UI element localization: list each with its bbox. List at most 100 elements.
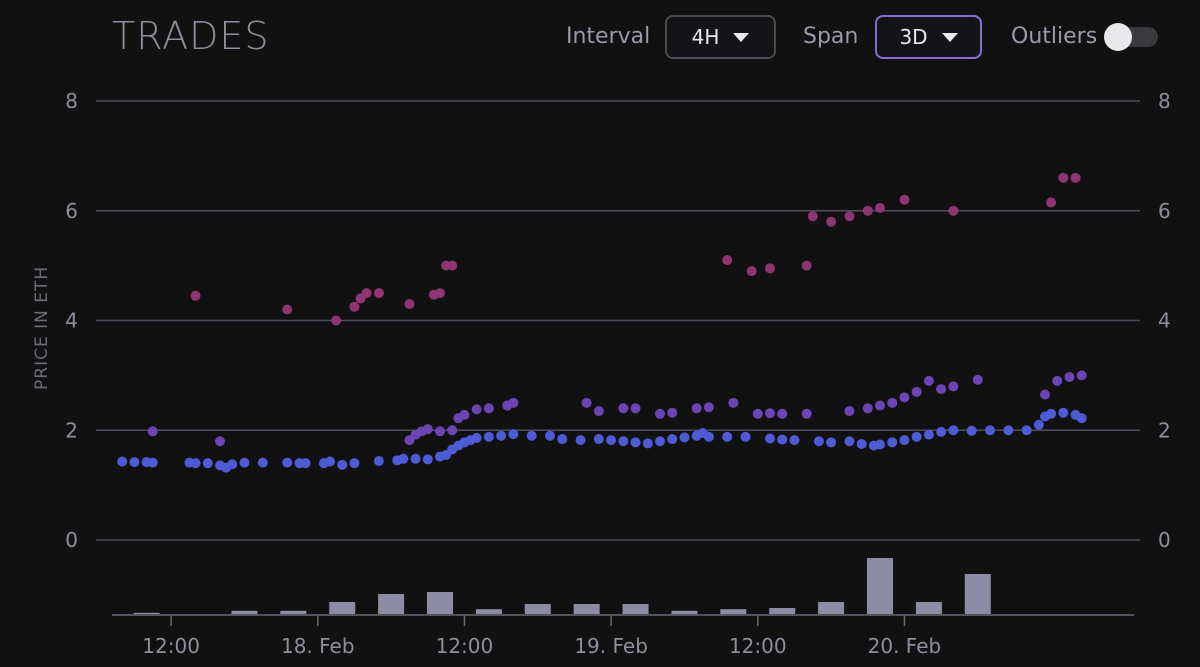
trade-point[interactable] <box>1046 197 1057 208</box>
trade-point[interactable] <box>765 263 775 274</box>
trade-point[interactable] <box>398 453 409 464</box>
trade-point[interactable] <box>202 458 213 469</box>
trade-point[interactable] <box>826 216 837 227</box>
trade-point[interactable] <box>728 397 739 408</box>
trade-point[interactable] <box>722 431 733 442</box>
trade-point[interactable] <box>899 194 910 205</box>
trade-point[interactable] <box>545 430 555 441</box>
trade-point[interactable] <box>923 375 934 386</box>
trade-point[interactable] <box>410 453 421 464</box>
trade-point[interactable] <box>618 436 629 447</box>
trade-point[interactable] <box>722 255 733 266</box>
trade-point[interactable] <box>496 430 507 441</box>
trade-point[interactable] <box>147 457 158 468</box>
trade-point[interactable] <box>257 457 268 468</box>
trade-point[interactable] <box>129 457 140 468</box>
trade-point[interactable] <box>581 397 592 408</box>
trade-point[interactable] <box>948 205 959 216</box>
trade-point[interactable] <box>740 431 751 442</box>
trade-point[interactable] <box>447 260 458 271</box>
trade-point[interactable] <box>435 426 445 437</box>
trade-point[interactable] <box>1076 370 1087 381</box>
trade-point[interactable] <box>746 266 757 277</box>
trade-point[interactable] <box>1040 389 1050 400</box>
trade-point[interactable] <box>593 406 604 417</box>
trade-point[interactable] <box>875 439 885 450</box>
trade-point[interactable] <box>642 438 653 449</box>
trade-point[interactable] <box>703 431 714 442</box>
trade-point[interactable] <box>667 407 678 418</box>
trade-point[interactable] <box>349 301 360 312</box>
trade-point[interactable] <box>777 434 788 445</box>
trade-point[interactable] <box>667 434 678 445</box>
outliers-toggle[interactable] <box>1104 23 1158 51</box>
trade-point[interactable] <box>856 438 867 449</box>
interval-dropdown[interactable]: 4H <box>665 15 776 59</box>
trade-point[interactable] <box>190 458 201 469</box>
trade-point[interactable] <box>361 288 372 299</box>
trade-point[interactable] <box>985 425 995 436</box>
trade-point[interactable] <box>373 288 384 299</box>
trade-point[interactable] <box>862 205 873 216</box>
trade-point[interactable] <box>972 374 983 385</box>
trade-point[interactable] <box>483 431 494 442</box>
trade-point[interactable] <box>282 304 293 315</box>
trade-point[interactable] <box>227 459 238 470</box>
trade-point[interactable] <box>117 456 128 467</box>
trade-point[interactable] <box>1021 425 1032 436</box>
trade-point[interactable] <box>325 456 335 467</box>
trade-point[interactable] <box>508 429 519 440</box>
trade-point[interactable] <box>899 435 910 446</box>
trade-point[interactable] <box>1058 407 1069 418</box>
trade-point[interactable] <box>630 403 641 414</box>
trade-point[interactable] <box>911 386 922 397</box>
trade-point[interactable] <box>1033 419 1044 430</box>
trade-point[interactable] <box>801 408 812 419</box>
trade-point[interactable] <box>557 434 568 445</box>
trade-point[interactable] <box>508 397 519 408</box>
trade-point[interactable] <box>190 290 201 301</box>
trade-point[interactable] <box>1046 408 1057 419</box>
trade-point[interactable] <box>239 457 250 468</box>
trade-point[interactable] <box>801 260 812 271</box>
trade-point[interactable] <box>948 381 959 392</box>
trade-point[interactable] <box>655 436 665 447</box>
trade-point[interactable] <box>300 458 311 469</box>
trade-point[interactable] <box>752 408 763 419</box>
trade-point[interactable] <box>618 403 629 414</box>
trade-point[interactable] <box>936 384 947 395</box>
trade-point[interactable] <box>404 299 415 310</box>
trade-point[interactable] <box>844 406 855 417</box>
trade-point[interactable] <box>765 408 775 419</box>
trade-point[interactable] <box>331 315 342 326</box>
trade-point[interactable] <box>691 403 702 414</box>
trade-point[interactable] <box>703 402 714 413</box>
trade-point[interactable] <box>923 429 934 440</box>
trade-point[interactable] <box>1070 172 1081 183</box>
trade-point[interactable] <box>948 425 959 436</box>
trade-point[interactable] <box>1003 425 1014 436</box>
trade-point[interactable] <box>813 436 824 447</box>
trade-point[interactable] <box>966 425 977 436</box>
trade-point[interactable] <box>147 426 158 437</box>
trade-point[interactable] <box>887 437 898 448</box>
trade-point[interactable] <box>459 409 470 420</box>
trade-point[interactable] <box>575 435 586 446</box>
trade-point[interactable] <box>422 454 433 465</box>
trade-point[interactable] <box>447 425 458 436</box>
trade-point[interactable] <box>765 433 775 444</box>
span-dropdown[interactable]: 3D <box>875 15 982 59</box>
trade-point[interactable] <box>875 203 885 214</box>
trade-point[interactable] <box>655 408 665 419</box>
trade-point[interactable] <box>862 403 873 414</box>
trade-point[interactable] <box>526 430 537 441</box>
trade-point[interactable] <box>593 434 604 445</box>
trade-point[interactable] <box>844 436 855 447</box>
trade-point[interactable] <box>435 288 445 299</box>
trade-point[interactable] <box>215 436 225 447</box>
trade-point[interactable] <box>826 437 837 448</box>
trade-point[interactable] <box>373 455 384 466</box>
trade-point[interactable] <box>483 403 494 414</box>
trade-point[interactable] <box>471 432 482 443</box>
trade-point[interactable] <box>911 431 922 442</box>
